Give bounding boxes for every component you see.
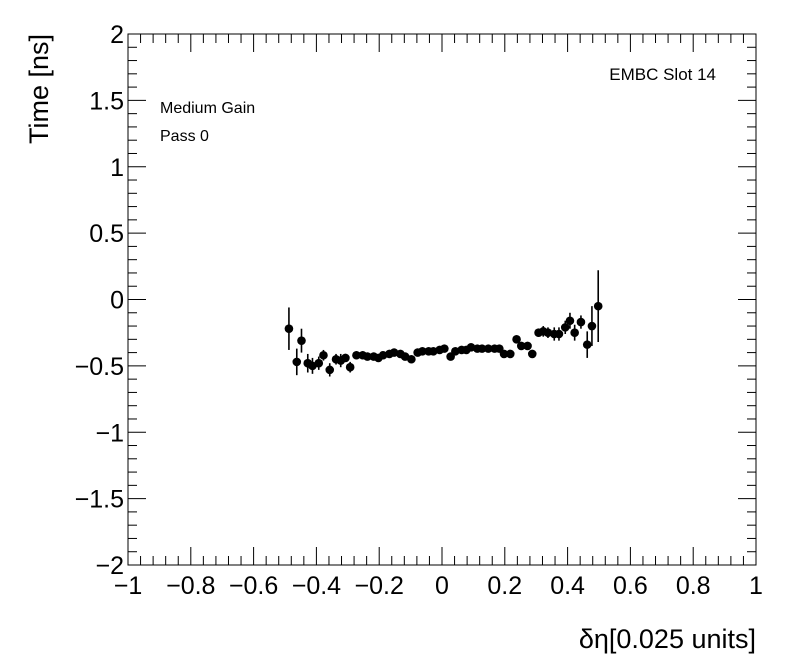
data-point <box>516 341 526 351</box>
data-point <box>554 329 564 339</box>
x-tick-label: −1 <box>114 572 143 600</box>
x-tick-labels: −1 −0.8 −0.6 −0.4 −0.2 0 0.2 0.4 0.6 0.8 1 <box>114 572 763 600</box>
data-point <box>570 328 579 337</box>
plot-frame <box>127 33 757 566</box>
data-point <box>363 352 372 361</box>
data-point <box>440 344 449 353</box>
x-tick-label: 0 <box>435 572 449 600</box>
y-tick-label: 2 <box>110 21 124 49</box>
data-point <box>477 344 487 353</box>
data-point <box>319 350 328 360</box>
data-point <box>292 357 302 367</box>
y-tick-label: −1.5 <box>75 486 124 514</box>
gain-label: Medium Gain <box>160 100 255 117</box>
y-tick-label: 1 <box>110 154 124 182</box>
data-point <box>527 349 537 359</box>
data-point <box>565 316 575 326</box>
data-point <box>407 354 416 364</box>
data-point <box>284 324 294 334</box>
data-point <box>512 335 521 344</box>
y-tick-label: 0 <box>110 287 124 315</box>
x-tick-label: 1 <box>749 572 763 600</box>
x-tick-label: −0.2 <box>355 572 404 600</box>
x-tick-label: 0.6 <box>613 572 648 600</box>
y-axis-title: Time [ns] <box>24 34 54 144</box>
data-point <box>593 301 603 311</box>
data-point <box>325 365 335 375</box>
pass-label: Pass 0 <box>160 128 209 145</box>
data-points <box>284 270 603 377</box>
x-tick-label: 0.4 <box>550 572 585 600</box>
data-point <box>499 349 509 359</box>
x-tick-label: 0.2 <box>487 572 522 600</box>
data-point <box>587 321 597 331</box>
data-point <box>314 358 324 368</box>
data-point <box>418 346 427 356</box>
data-point <box>484 344 493 353</box>
data-point <box>352 350 361 360</box>
y-tick-label: 1.5 <box>89 87 124 115</box>
data-point <box>576 317 586 327</box>
x-tick-label: −0.6 <box>229 572 278 600</box>
y-tick-label: −1 <box>95 419 124 447</box>
y-tick-label: −2 <box>95 552 124 580</box>
data-point <box>523 341 532 351</box>
axis-ticks <box>127 33 757 566</box>
data-point <box>582 340 592 349</box>
y-tick-label: 0.5 <box>89 220 124 248</box>
x-tick-label: −0.8 <box>166 572 215 600</box>
data-point <box>345 362 355 372</box>
x-tick-label: 0.8 <box>676 572 711 600</box>
data-point <box>297 336 306 345</box>
data-point <box>560 323 570 332</box>
slot-label: EMBC Slot 14 <box>609 65 716 84</box>
y-tick-label: −0.5 <box>75 353 124 381</box>
x-axis-title: δη[0.025 units] <box>579 624 756 654</box>
data-point <box>505 349 515 359</box>
y-tick-labels: −2 −1.5 −1 −0.5 0 0.5 1 1.5 2 <box>75 21 124 580</box>
data-point <box>341 353 350 363</box>
x-tick-label: −0.4 <box>292 572 341 600</box>
